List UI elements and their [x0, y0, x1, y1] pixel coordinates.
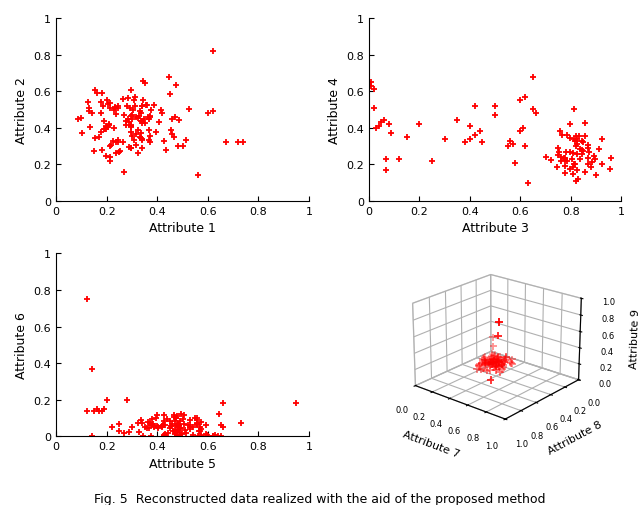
Y-axis label: Attribute 6: Attribute 6 [15, 312, 28, 379]
X-axis label: Attribute 1: Attribute 1 [149, 222, 216, 235]
X-axis label: Attribute 7: Attribute 7 [402, 428, 461, 459]
Y-axis label: Attribute 4: Attribute 4 [328, 77, 340, 143]
Text: Fig. 5  Reconstructed data realized with the aid of the proposed method: Fig. 5 Reconstructed data realized with … [94, 492, 546, 505]
X-axis label: Attribute 3: Attribute 3 [461, 222, 529, 235]
Y-axis label: Attribute 8: Attribute 8 [547, 419, 604, 456]
Y-axis label: Attribute 2: Attribute 2 [15, 77, 28, 143]
X-axis label: Attribute 5: Attribute 5 [149, 457, 216, 470]
